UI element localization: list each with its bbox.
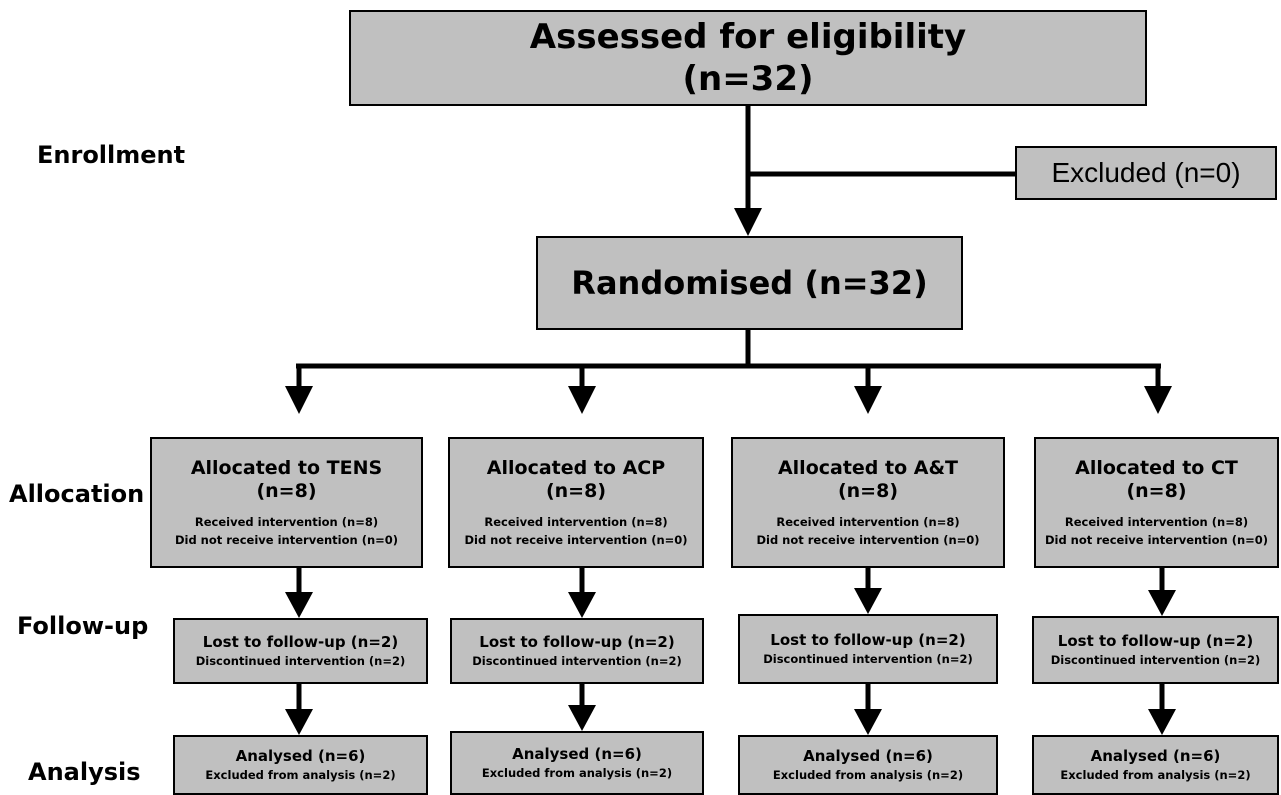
allocation-title: Allocated to CT (1075, 456, 1238, 479)
lost-to-followup: Lost to follow-up (n=2) (770, 631, 966, 649)
followup-box-ct: Lost to follow-up (n=2) Discontinued int… (1032, 616, 1279, 684)
not-received-intervention: Did not receive intervention (n=0) (174, 532, 399, 547)
allocation-box-acp: Allocated to ACP (n=8) Received interven… (448, 437, 704, 568)
arrowhead (568, 386, 596, 414)
randomised-box: Randomised (n=32) (536, 236, 963, 330)
not-received-intervention: Did not receive intervention (n=0) (1044, 532, 1269, 547)
lost-to-followup: Lost to follow-up (n=2) (202, 633, 399, 651)
randomised-label: Randomised (n=32) (571, 264, 928, 302)
arrowhead (568, 592, 596, 618)
analysis-box-tens: Analysed (n=6) Excluded from analysis (n… (173, 735, 428, 795)
not-received-intervention: Did not receive intervention (n=0) (756, 532, 980, 547)
arrowhead (285, 592, 313, 618)
arrowhead (854, 709, 882, 735)
arrowhead (285, 709, 313, 735)
discontinued-intervention: Discontinued intervention (n=2) (472, 654, 682, 668)
arrowhead (285, 386, 313, 414)
analysis-box-ct: Analysed (n=6) Excluded from analysis (n… (1032, 735, 1279, 795)
discontinued-intervention: Discontinued intervention (n=2) (1050, 653, 1261, 667)
allocation-count: (n=8) (1126, 479, 1187, 502)
allocation-count: (n=8) (256, 479, 317, 502)
stage-label-enrollment: Enrollment (37, 141, 186, 169)
stage-label-analysis: Analysis (28, 758, 141, 786)
eligibility-title: Assessed for eligibility (529, 17, 967, 57)
analysed-count: Analysed (n=6) (235, 747, 366, 765)
arrowhead (854, 588, 882, 614)
received-intervention: Received intervention (n=8) (776, 514, 960, 529)
discontinued-intervention: Discontinued intervention (n=2) (763, 652, 973, 666)
eligibility-box: Assessed for eligibility (n=32) (349, 10, 1147, 106)
arrowhead (568, 705, 596, 731)
received-intervention: Received intervention (n=8) (194, 514, 379, 529)
lost-to-followup: Lost to follow-up (n=2) (479, 633, 675, 651)
analysed-count: Analysed (n=6) (1090, 747, 1221, 765)
allocation-title: Allocated to A&T (777, 456, 959, 479)
arrowhead (734, 208, 762, 236)
allocation-title: Allocated to TENS (190, 456, 383, 479)
analysed-count: Analysed (n=6) (512, 745, 642, 763)
allocation-box-tens: Allocated to TENS (n=8) Received interve… (150, 437, 423, 568)
analysis-box-at: Analysed (n=6) Excluded from analysis (n… (738, 735, 998, 795)
arrowhead (854, 386, 882, 414)
excluded-from-analysis: Excluded from analysis (n=2) (1060, 768, 1251, 782)
not-received-intervention: Did not receive intervention (n=0) (464, 532, 688, 547)
discontinued-intervention: Discontinued intervention (n=2) (195, 654, 406, 668)
allocation-count: (n=8) (545, 479, 607, 502)
arrowhead (1148, 590, 1176, 616)
followup-box-acp: Lost to follow-up (n=2) Discontinued int… (450, 618, 704, 684)
arrowhead (1144, 386, 1172, 414)
excluded-from-analysis: Excluded from analysis (n=2) (772, 768, 964, 782)
eligibility-count: (n=32) (682, 59, 814, 99)
stage-label-followup: Follow-up (17, 612, 149, 640)
lost-to-followup: Lost to follow-up (n=2) (1057, 632, 1254, 650)
analysed-count: Analysed (n=6) (803, 747, 933, 765)
excluded-from-analysis: Excluded from analysis (n=2) (481, 766, 673, 780)
excluded-box: Excluded (n=0) (1015, 146, 1277, 200)
arrowhead (1148, 709, 1176, 735)
received-intervention: Received intervention (n=8) (484, 514, 668, 529)
allocation-count: (n=8) (837, 479, 899, 502)
stage-label-allocation: Allocation (9, 480, 145, 508)
received-intervention: Received intervention (n=8) (1064, 514, 1249, 529)
followup-box-tens: Lost to follow-up (n=2) Discontinued int… (173, 618, 428, 684)
allocation-box-ct: Allocated to CT (n=8) Received intervent… (1034, 437, 1279, 568)
allocation-title: Allocated to ACP (486, 456, 666, 479)
followup-box-at: Lost to follow-up (n=2) Discontinued int… (738, 614, 998, 684)
excluded-from-analysis: Excluded from analysis (n=2) (205, 768, 396, 782)
analysis-box-acp: Analysed (n=6) Excluded from analysis (n… (450, 731, 704, 795)
allocation-box-at: Allocated to A&T (n=8) Received interven… (731, 437, 1005, 568)
excluded-label: Excluded (n=0) (1051, 157, 1241, 188)
